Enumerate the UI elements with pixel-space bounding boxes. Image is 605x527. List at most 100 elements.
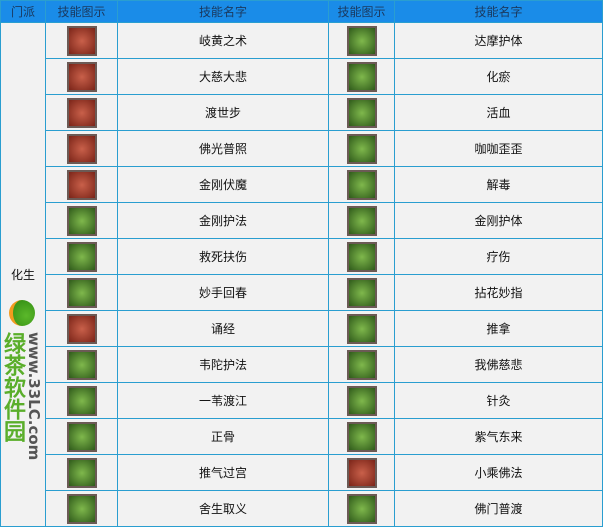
skill-name: 舍生取义 — [117, 490, 329, 527]
skill-icon — [346, 169, 377, 200]
skill-icon — [346, 241, 377, 272]
table-row: 妙手回春 拈花妙指 — [1, 274, 603, 311]
skill-icon-cell — [328, 310, 395, 347]
table-row: 佛光普照 咖咖歪歪 — [1, 130, 603, 167]
skill-name: 推拿 — [394, 310, 603, 347]
skill-icon-cell — [328, 58, 395, 95]
skill-icon-cell — [45, 346, 118, 383]
skill-icon — [66, 25, 97, 56]
sect-name: 化生 — [0, 22, 46, 527]
table-row: 一苇渡江 针灸 — [1, 382, 603, 419]
skill-icon-cell — [45, 22, 118, 59]
skill-name: 小乘佛法 — [394, 454, 603, 491]
skill-name: 渡世步 — [117, 94, 329, 131]
skill-icon — [66, 133, 97, 164]
skill-icon-cell — [45, 418, 118, 455]
skill-icon-cell — [45, 130, 118, 167]
skill-icon — [346, 205, 377, 236]
skill-name: 佛门普渡 — [394, 490, 603, 527]
skill-name: 金刚护体 — [394, 202, 603, 239]
skill-icon-cell — [328, 130, 395, 167]
skill-name: 达摩护体 — [394, 22, 603, 59]
skill-name: 紫气东来 — [394, 418, 603, 455]
skill-icon-cell — [45, 382, 118, 419]
skill-name: 正骨 — [117, 418, 329, 455]
skill-icon-cell — [45, 310, 118, 347]
skill-name: 妙手回春 — [117, 274, 329, 311]
skill-icon — [66, 385, 97, 416]
skill-icon-cell — [45, 274, 118, 311]
skill-icon — [346, 25, 377, 56]
skill-icon — [66, 457, 97, 488]
skill-name: 救死扶伤 — [117, 238, 329, 275]
skill-icon-cell — [45, 454, 118, 491]
table-row: 救死扶伤 疗伤 — [1, 238, 603, 275]
header-name-2: 技能名字 — [394, 0, 603, 23]
table-row: 韦陀护法 我佛慈悲 — [1, 346, 603, 383]
skill-name: 针灸 — [394, 382, 603, 419]
skill-icon — [346, 493, 377, 524]
table-row: 诵经 推拿 — [1, 310, 603, 347]
skill-icon — [346, 97, 377, 128]
skill-icon-cell — [328, 94, 395, 131]
skill-icon — [66, 421, 97, 452]
skill-icon-cell — [328, 454, 395, 491]
skill-name: 诵经 — [117, 310, 329, 347]
skill-icon-cell — [45, 58, 118, 95]
table-row: 推气过宫 小乘佛法 — [1, 454, 603, 491]
skill-icon — [346, 313, 377, 344]
skill-name: 金刚护法 — [117, 202, 329, 239]
skill-icon — [66, 205, 97, 236]
skill-name: 咖咖歪歪 — [394, 130, 603, 167]
header-icon-2: 技能图示 — [328, 0, 395, 23]
skill-icon-cell — [45, 490, 118, 527]
skill-icon — [346, 133, 377, 164]
skill-name: 我佛慈悲 — [394, 346, 603, 383]
skill-icon — [66, 313, 97, 344]
skill-icon-cell — [45, 166, 118, 203]
skill-icon-cell — [328, 238, 395, 275]
skill-icon-cell — [328, 346, 395, 383]
skill-name: 解毒 — [394, 166, 603, 203]
table-row: 金刚伏魔 解毒 — [1, 166, 603, 203]
skill-icon — [346, 421, 377, 452]
skill-icon-cell — [328, 490, 395, 527]
skill-icon-cell — [328, 22, 395, 59]
skill-name: 推气过宫 — [117, 454, 329, 491]
skill-icon-cell — [328, 418, 395, 455]
skill-icon-cell — [328, 166, 395, 203]
skill-name: 疗伤 — [394, 238, 603, 275]
skill-icon — [66, 241, 97, 272]
header-row: 门派 技能图示 技能名字 技能图示 技能名字 — [0, 0, 603, 23]
table-row: 大慈大悲 化瘀 — [1, 58, 603, 95]
skill-icon-cell — [328, 202, 395, 239]
skill-icon-cell — [45, 202, 118, 239]
skill-icon — [66, 493, 97, 524]
skill-name: 岐黄之术 — [117, 22, 329, 59]
header-name: 技能名字 — [117, 0, 329, 23]
skill-name: 拈花妙指 — [394, 274, 603, 311]
skill-icon-cell — [328, 382, 395, 419]
skill-icon-cell — [328, 274, 395, 311]
skill-icon — [346, 277, 377, 308]
skill-icon — [66, 169, 97, 200]
skill-name: 佛光普照 — [117, 130, 329, 167]
skill-icon — [346, 385, 377, 416]
skill-icon — [66, 349, 97, 380]
skill-name: 大慈大悲 — [117, 58, 329, 95]
skill-icon — [66, 61, 97, 92]
table-row: 正骨 紫气东来 — [1, 418, 603, 455]
skill-name: 韦陀护法 — [117, 346, 329, 383]
skill-icon-cell — [45, 94, 118, 131]
table-row: 舍生取义 佛门普渡 — [1, 490, 603, 527]
table-row: 渡世步 活血 — [1, 94, 603, 131]
skill-name: 化瘀 — [394, 58, 603, 95]
header-icon: 技能图示 — [45, 0, 118, 23]
skill-icon — [66, 97, 97, 128]
table-row: 金刚护法 金刚护体 — [1, 202, 603, 239]
skill-icon — [346, 61, 377, 92]
skill-name: 活血 — [394, 94, 603, 131]
header-sect: 门派 — [0, 0, 46, 23]
skill-icon-cell — [45, 238, 118, 275]
